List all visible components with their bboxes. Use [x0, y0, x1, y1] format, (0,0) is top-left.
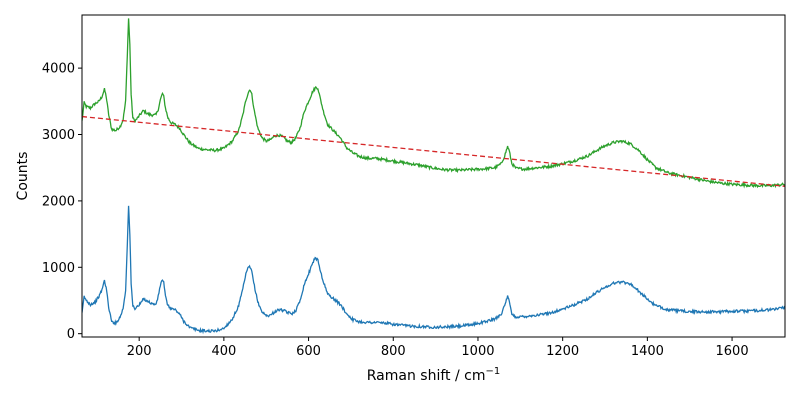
plot-frame — [81, 14, 786, 338]
x-tick-label: 200 — [127, 344, 152, 359]
x-tick-label: 1200 — [546, 344, 579, 359]
spectrum-series-2 — [82, 205, 785, 335]
baseline-fit-line — [82, 115, 785, 187]
y-tick-label: 3000 — [42, 128, 75, 143]
plot-area — [82, 18, 785, 335]
x-axis-label-main: Raman shift / cm — [367, 368, 486, 384]
y-axis: 0 1000 2000 3000 4000 — [42, 62, 82, 342]
x-tick-label: 400 — [211, 344, 236, 359]
x-tick-label: 800 — [381, 344, 406, 359]
y-tick-label: 4000 — [42, 62, 75, 77]
y-tick-label: 0 — [67, 327, 75, 342]
x-axis: 200 400 600 800 1000 1200 1400 1600 — [127, 337, 749, 359]
x-tick-label: 1400 — [631, 344, 664, 359]
x-axis-label: Raman shift / cm−1 — [367, 366, 500, 384]
y-tick-label: 1000 — [42, 261, 75, 276]
spectrum-series-1 — [82, 18, 785, 189]
x-tick-label: 600 — [296, 344, 321, 359]
y-tick-label: 2000 — [42, 194, 75, 209]
x-axis-label-superscript: −1 — [485, 366, 500, 377]
x-tick-label: 1600 — [716, 344, 749, 359]
y-axis-label: Counts — [15, 152, 31, 201]
x-tick-label: 1000 — [461, 344, 494, 359]
